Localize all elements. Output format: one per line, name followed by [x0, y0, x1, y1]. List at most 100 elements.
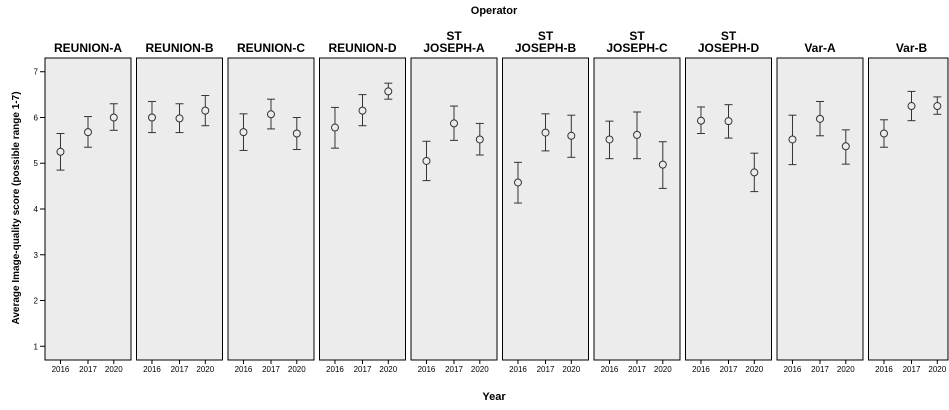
panel-label: REUNION-B	[146, 41, 214, 55]
x-tick-label: 2017	[79, 365, 97, 374]
panel-4: REUNION-D 2016 2017 2020	[319, 41, 406, 374]
panel-frame	[685, 57, 772, 361]
chart-title: Operator	[471, 5, 518, 17]
panel-10: Var-B 2016 2017 2020	[868, 41, 949, 374]
x-tick-label: 2016	[875, 365, 893, 374]
mean-point	[907, 102, 916, 111]
panel-label: REUNION-C	[237, 41, 305, 55]
mean-point	[788, 135, 797, 144]
x-tick-label: 2017	[537, 365, 555, 374]
panel-9: Var-A 2016 2017 2020	[776, 41, 864, 374]
mean-point	[422, 156, 431, 165]
panel-label: JOSEPH-A	[423, 41, 485, 55]
mean-point	[267, 110, 275, 119]
mean-point	[933, 102, 942, 111]
panels: REUNION-A 2016 2017 2020 REUNION-B 2016 2017 20…	[44, 29, 949, 374]
x-axis-label: Year	[482, 391, 506, 403]
mean-point	[658, 160, 667, 169]
panel-frame	[502, 57, 589, 361]
mean-point	[109, 113, 118, 122]
x-tick-label: 2017	[354, 365, 372, 374]
mean-point	[330, 123, 339, 132]
mean-point	[384, 87, 393, 96]
x-tick-label: 2020	[288, 365, 306, 374]
y-tick-label: 2	[34, 297, 39, 306]
mean-point	[605, 135, 614, 144]
x-tick-label: 2016	[235, 365, 253, 374]
mean-point	[201, 106, 210, 115]
panel-label: JOSEPH-D	[698, 41, 760, 55]
x-tick-label: 2016	[692, 365, 710, 374]
y-axis: 1 2 3 4 5 6 7	[34, 68, 45, 351]
panel-label: Var-B	[896, 41, 928, 55]
y-tick-label: 5	[34, 159, 39, 168]
mean-point	[292, 129, 301, 138]
panel-label: JOSEPH-B	[515, 41, 577, 55]
x-tick-label: 2017	[171, 365, 189, 374]
mean-point	[175, 114, 184, 123]
x-tick-label: 2016	[601, 365, 619, 374]
mean-point	[475, 135, 484, 144]
x-tick-label: 2020	[471, 365, 489, 374]
x-tick-label: 2017	[811, 365, 829, 374]
x-tick-label: 2017	[628, 365, 646, 374]
panel-label: ST	[721, 29, 737, 43]
x-tick-label: 2016	[326, 365, 344, 374]
mean-point	[450, 119, 458, 128]
y-tick-label: 4	[34, 205, 39, 214]
x-tick-label: 2020	[379, 365, 397, 374]
panel-label: REUNION-A	[54, 41, 122, 55]
x-tick-label: 2020	[654, 365, 672, 374]
x-tick-label: 2020	[105, 365, 123, 374]
panel-label: ST	[446, 29, 462, 43]
x-tick-label: 2016	[784, 365, 802, 374]
x-tick-label: 2020	[837, 365, 855, 374]
x-tick-label: 2016	[418, 365, 436, 374]
y-tick-label: 7	[34, 68, 39, 77]
mean-point	[84, 128, 92, 137]
y-tick-label: 3	[34, 251, 39, 260]
x-tick-label: 2016	[509, 365, 527, 374]
mean-point	[147, 113, 156, 122]
mean-point	[56, 147, 65, 156]
panel-frame	[410, 57, 498, 361]
x-tick-label: 2017	[262, 365, 280, 374]
x-tick-label: 2020	[196, 365, 214, 374]
y-axis-label: Average Image-quality score (possible ra…	[11, 91, 22, 324]
x-tick-label: 2020	[745, 365, 763, 374]
mean-point	[567, 131, 576, 140]
x-tick-label: 2017	[903, 365, 921, 374]
mean-point	[879, 129, 888, 138]
panel-3: REUNION-C 2016 2017 2020	[227, 41, 315, 374]
panel-label: JOSEPH-C	[606, 41, 668, 55]
panel-frame	[44, 57, 132, 361]
x-tick-label: 2016	[143, 365, 161, 374]
x-tick-label: 2017	[445, 365, 463, 374]
x-tick-label: 2016	[52, 365, 70, 374]
mean-point	[513, 178, 522, 187]
panel-1: REUNION-A 2016 2017 2020	[44, 41, 132, 374]
panel-label: Var-A	[804, 41, 836, 55]
y-tick-label: 6	[34, 113, 39, 122]
panel-label: REUNION-D	[329, 41, 397, 55]
x-tick-label: 2020	[928, 365, 946, 374]
mean-point	[696, 116, 705, 125]
panel-label: ST	[629, 29, 645, 43]
mean-point	[358, 106, 367, 115]
y-tick-label: 1	[34, 342, 39, 351]
mean-point	[750, 168, 759, 177]
mean-point	[816, 114, 824, 123]
mean-point	[541, 128, 550, 137]
mean-point	[724, 117, 733, 126]
x-tick-label: 2017	[720, 365, 738, 374]
mean-point	[841, 142, 850, 151]
panel-label: ST	[538, 29, 554, 43]
x-tick-label: 2020	[562, 365, 580, 374]
mean-point	[239, 128, 248, 137]
